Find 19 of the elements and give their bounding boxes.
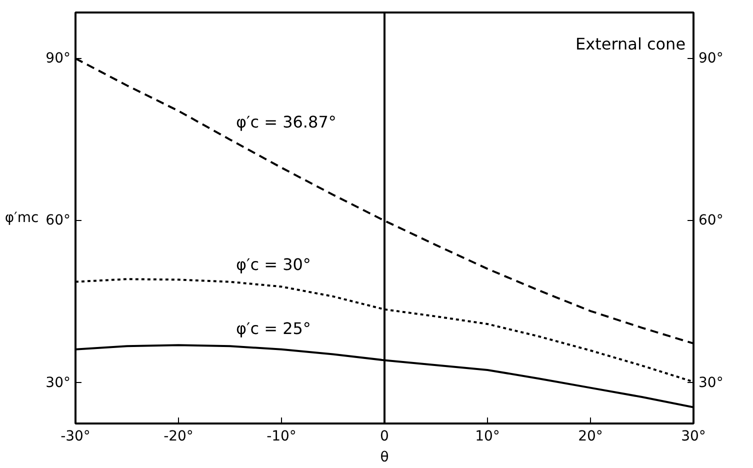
x-tick-label: -10° (266, 428, 296, 444)
x-tick-label: -20° (164, 428, 194, 444)
x-axis-title: θ (380, 450, 389, 466)
annotation: External cone (576, 34, 686, 54)
x-tick-label: 20° (578, 428, 603, 444)
x-tick-label: 0 (380, 428, 389, 444)
x-tick-label: 30° (681, 428, 706, 444)
y-tick-label: 90° (46, 50, 71, 66)
x-tick-label: 10° (475, 428, 500, 444)
series-label: φ′c = 25° (236, 319, 311, 338)
series-label: φ′c = 30° (236, 254, 311, 274)
y2-tick-label: 60° (698, 212, 724, 229)
y-tick-label: 30° (46, 374, 71, 391)
y2-tick-label: 30° (698, 374, 724, 391)
y-tick-label: 60° (46, 212, 71, 229)
y-axis-title: φ′mc (4, 210, 39, 226)
y2-tick-label: 90° (698, 50, 724, 66)
x-tick-label: -30° (60, 428, 90, 444)
series-label: φ′c = 36.87° (236, 112, 336, 132)
